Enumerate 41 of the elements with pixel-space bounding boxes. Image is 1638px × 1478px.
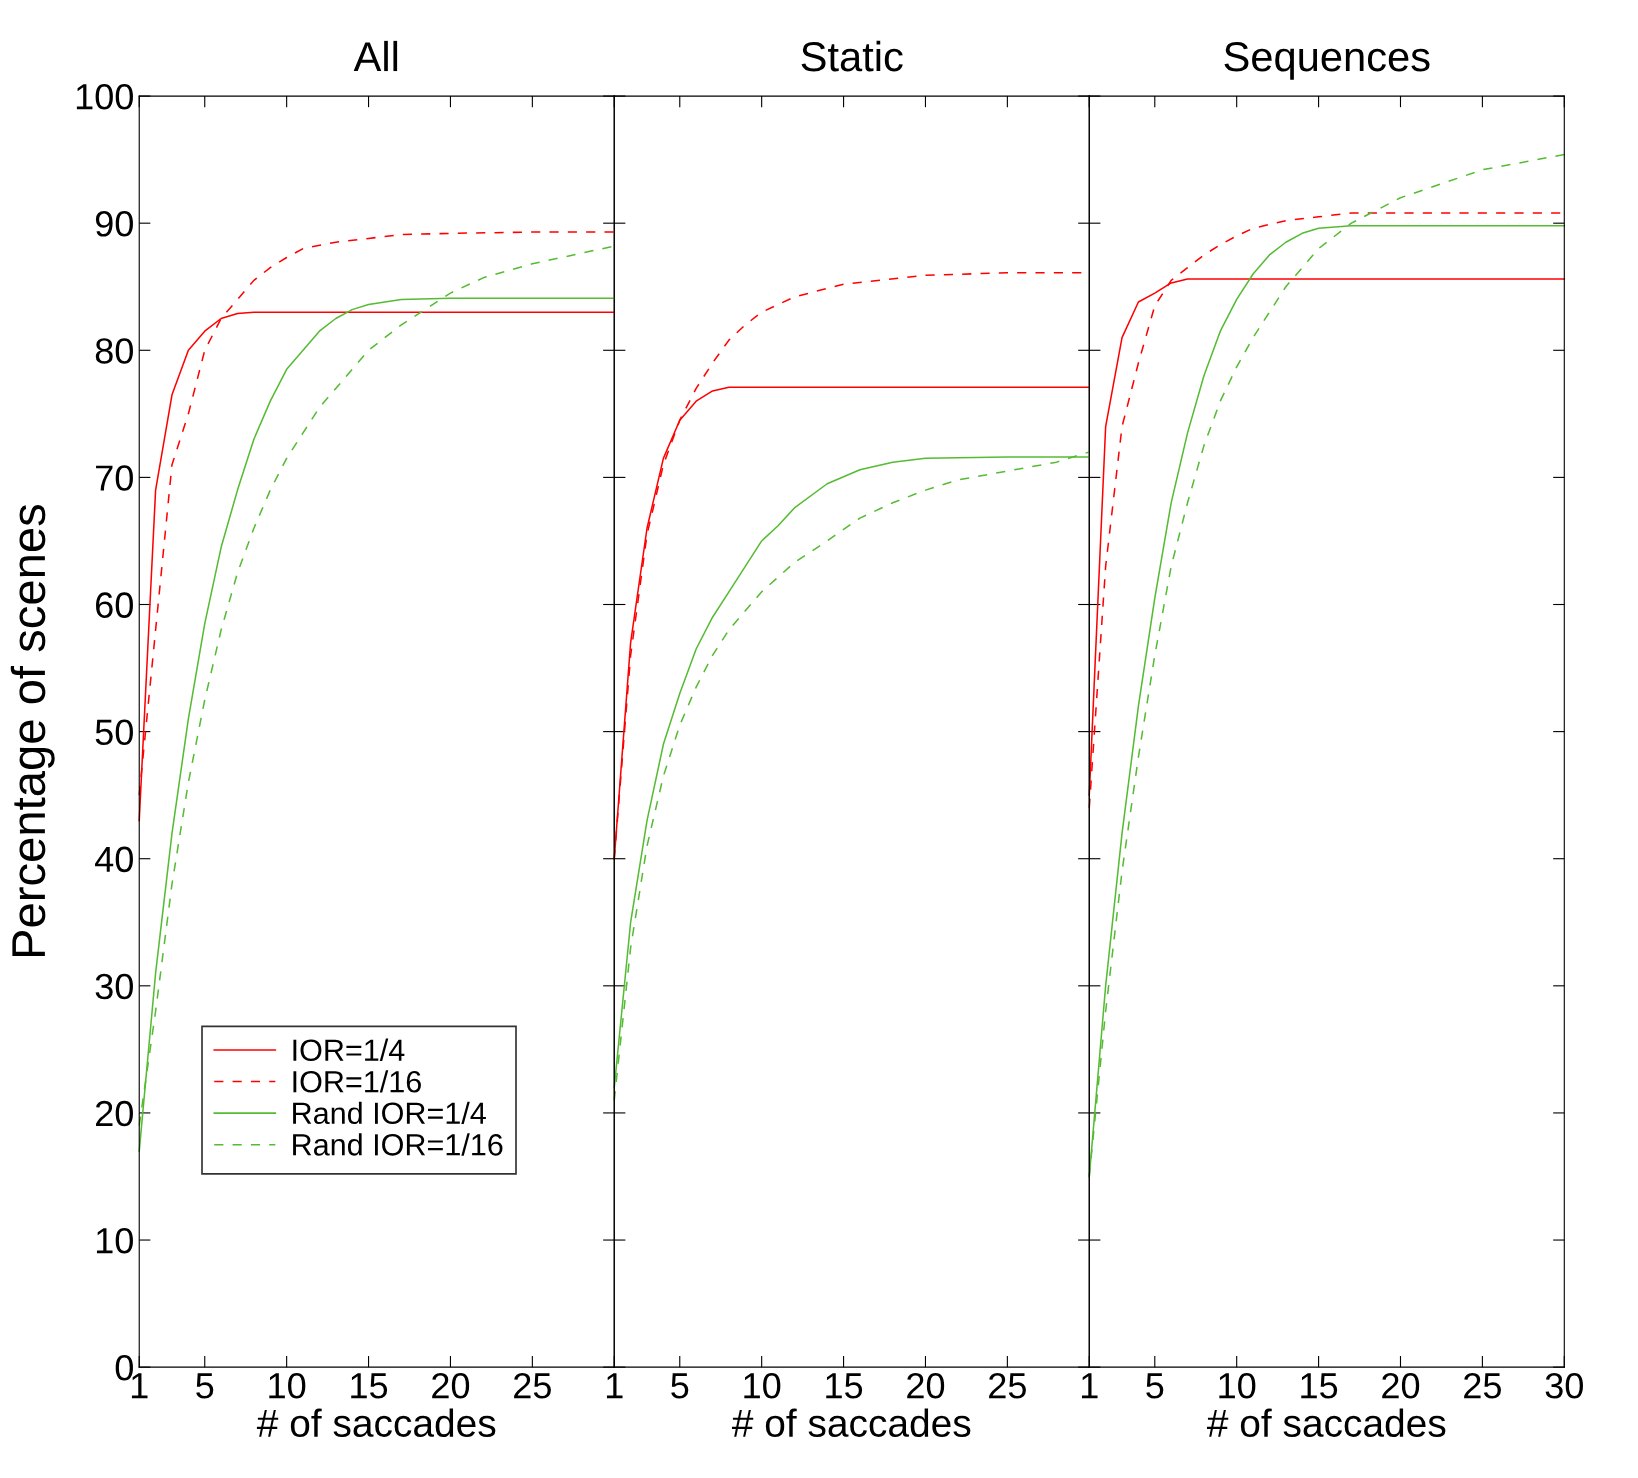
legend-label: IOR=1/4 (293, 1038, 405, 1062)
chart-title: All (353, 40, 398, 72)
x-tick-label: 10 (269, 1372, 306, 1399)
chart-title: Static (801, 40, 903, 72)
x-tick-label: 10 (744, 1372, 781, 1399)
y-tick-label: 60 (96, 592, 133, 618)
legend-label: Rand IOR=1/16 (293, 1133, 503, 1156)
x-axis-title: # of saccades (1206, 1408, 1446, 1438)
y-tick-label: 40 (95, 846, 133, 873)
x-axis-title: # of saccades (256, 1408, 496, 1438)
x-tick-label: 5 (1146, 1373, 1164, 1399)
y-tick-label: 50 (95, 719, 133, 746)
x-tick-label: 20 (1382, 1372, 1420, 1399)
y-tick-label: 0 (115, 1355, 133, 1381)
y-tick-label: 80 (95, 338, 133, 364)
y-tick-label: 10 (96, 1227, 133, 1254)
x-tick-label: 20 (432, 1372, 470, 1399)
y-tick-label: 100 (76, 83, 133, 110)
legend-label: Rand IOR=1/4 (293, 1101, 486, 1125)
y-axis-title: Percentage of scenes (10, 504, 55, 957)
y-tick-label: 30 (95, 973, 133, 1000)
x-tick-label: 15 (1301, 1373, 1338, 1399)
x-tick-label: 25 (989, 1372, 1026, 1399)
x-tick-label: 5 (671, 1373, 689, 1399)
y-tick-label: 90 (95, 211, 133, 237)
x-tick-label: 30 (1545, 1372, 1583, 1399)
chart-title: Sequences (1224, 41, 1430, 80)
x-tick-label: 10 (1219, 1372, 1256, 1399)
legend-label: IOR=1/16 (293, 1070, 421, 1093)
x-axis-title: # of saccades (731, 1408, 971, 1438)
x-tick-label: 15 (351, 1373, 388, 1399)
y-tick-label: 70 (96, 465, 133, 491)
x-tick-label: 1 (606, 1373, 623, 1399)
x-tick-label: 20 (907, 1372, 945, 1399)
y-tick-label: 20 (96, 1100, 133, 1127)
x-tick-label: 5 (196, 1373, 214, 1399)
x-tick-label: 1 (131, 1373, 148, 1399)
x-tick-label: 1 (1081, 1373, 1098, 1399)
x-tick-label: 25 (514, 1372, 551, 1399)
x-tick-label: 25 (1464, 1372, 1501, 1399)
x-tick-label: 15 (826, 1373, 863, 1399)
